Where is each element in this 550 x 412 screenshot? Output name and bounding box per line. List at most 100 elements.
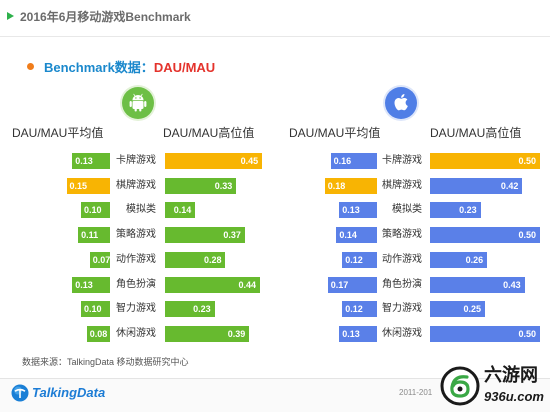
chart-row: 角色扮演 0.13 0.44 (0, 276, 550, 293)
ios-high-header: DAU/MAU高位值 (430, 126, 522, 140)
category-label: 休闲游戏 (116, 327, 156, 339)
high-value-label: 0.14 (173, 205, 192, 216)
high-value-label: 0.45 (240, 156, 259, 166)
data-source-note: 数据来源：TalkingData 移动数据研究中心 (22, 357, 189, 367)
average-value-label: 0.10 (84, 304, 102, 315)
watermark: 六游网 936u.com (440, 364, 548, 410)
average-bar: 0.15 (66, 177, 110, 194)
high-value-label: 0.50 (518, 328, 536, 339)
average-value-label: 0.11 (81, 230, 99, 241)
high-bar: 0.23 (430, 202, 481, 219)
chart-row: 卡牌游戏 0.16 0.50 (0, 153, 550, 169)
high-bar: 0.39 (165, 325, 250, 342)
average-value-label: 0.17 (330, 279, 349, 290)
category-label: 智力游戏 (116, 303, 156, 315)
average-bar: 0.17 (327, 276, 377, 293)
category-label: 动作游戏 (382, 253, 422, 265)
page-title: 2016年6月移动游戏Benchmark (20, 10, 191, 24)
high-bar: 0.42 (430, 177, 523, 194)
header-divider (0, 36, 550, 37)
average-bar: 0.08 (86, 325, 110, 342)
talkingdata-orb-icon (11, 384, 29, 402)
section-subtitle: Benchmark数据：DAU/MAU (44, 59, 215, 76)
average-bar: 0.13 (339, 202, 377, 219)
high-value-label: 0.43 (503, 279, 521, 290)
watermark-site: 936u.com (484, 389, 544, 404)
high-value-label: 0.23 (193, 304, 211, 315)
copyright-text: 2011-201 (399, 388, 433, 397)
average-value-label: 0.07 (92, 254, 111, 265)
chart-row: 棋牌游戏 0.15 0.33 (0, 177, 550, 194)
high-bar: 0.50 (430, 227, 540, 244)
watermark-logo-icon (440, 366, 480, 411)
high-value-label: 0.44 (238, 279, 257, 290)
average-value-label: 0.08 (89, 328, 108, 339)
category-label: 策略游戏 (116, 229, 156, 241)
average-value-label: 0.14 (339, 230, 357, 241)
bullet-dot-icon (27, 63, 34, 70)
high-bar: 0.37 (165, 227, 245, 244)
high-value-label: 0.50 (518, 156, 536, 166)
average-bar: 0.10 (81, 202, 110, 219)
average-bar: 0.18 (324, 177, 377, 194)
average-value-label: 0.18 (327, 180, 346, 191)
category-label: 策略游戏 (382, 229, 422, 241)
chart-row: 休闲游戏 0.08 0.39 (0, 325, 550, 342)
high-bar: 0.50 (430, 153, 540, 169)
chart-row: 模拟类 0.10 0.14 (0, 202, 550, 219)
chart-row: 卡牌游戏 0.13 0.45 (0, 153, 550, 169)
average-bar: 0.13 (72, 153, 110, 169)
high-bar: 0.50 (430, 325, 540, 342)
category-label: 休闲游戏 (382, 327, 422, 339)
average-bar: 0.13 (72, 276, 110, 293)
chart-row: 智力游戏 0.12 0.25 (0, 301, 550, 318)
high-bar: 0.23 (165, 301, 215, 318)
high-value-label: 0.25 (463, 304, 481, 315)
average-value-label: 0.15 (69, 180, 88, 191)
average-bar: 0.12 (342, 301, 377, 318)
subtitle-metric: DAU/MAU (153, 60, 216, 75)
high-bar: 0.45 (165, 153, 263, 169)
chart-row: 动作游戏 0.07 0.28 (0, 251, 550, 268)
category-label: 棋牌游戏 (382, 179, 422, 191)
category-label: 卡牌游戏 (382, 155, 422, 166)
high-bar: 0.43 (430, 276, 525, 293)
chart-row: 角色扮演 0.17 0.43 (0, 276, 550, 293)
average-value-label: 0.16 (333, 156, 352, 166)
category-label: 角色扮演 (382, 278, 422, 290)
average-bar: 0.12 (342, 251, 377, 268)
high-value-label: 0.33 (214, 180, 233, 191)
chart-row: 策略游戏 0.14 0.50 (0, 227, 550, 244)
high-value-label: 0.50 (518, 230, 536, 241)
average-value-label: 0.10 (84, 205, 102, 216)
chart-row: 模拟类 0.13 0.23 (0, 202, 550, 219)
watermark-name: 六游网 (484, 365, 538, 385)
category-label: 模拟类 (392, 204, 422, 216)
ios-average-header: DAU/MAU平均值 (289, 126, 381, 140)
chart-row: 策略游戏 0.11 0.37 (0, 227, 550, 244)
high-bar: 0.25 (430, 301, 485, 318)
high-value-label: 0.39 (227, 328, 246, 339)
average-value-label: 0.13 (75, 279, 93, 290)
android-icon (122, 87, 154, 119)
high-value-label: 0.26 (465, 254, 484, 265)
average-value-label: 0.12 (345, 254, 363, 265)
high-bar: 0.44 (165, 276, 261, 293)
average-bar: 0.10 (81, 301, 110, 318)
android-high-header: DAU/MAU高位值 (163, 126, 255, 140)
category-label: 模拟类 (126, 204, 156, 216)
average-value-label: 0.13 (75, 156, 93, 166)
subtitle-prefix: Benchmark数据： (44, 60, 154, 75)
high-bar: 0.26 (430, 251, 488, 268)
category-label: 卡牌游戏 (116, 155, 156, 166)
category-label: 动作游戏 (116, 253, 156, 265)
high-bar: 0.14 (165, 202, 196, 219)
high-bar: 0.33 (165, 177, 237, 194)
header-arrow-icon (7, 12, 14, 20)
average-bar: 0.07 (89, 251, 111, 268)
chart-row: 棋牌游戏 0.18 0.42 (0, 177, 550, 194)
chart-row: 休闲游戏 0.13 0.50 (0, 325, 550, 342)
apple-icon (385, 87, 417, 119)
